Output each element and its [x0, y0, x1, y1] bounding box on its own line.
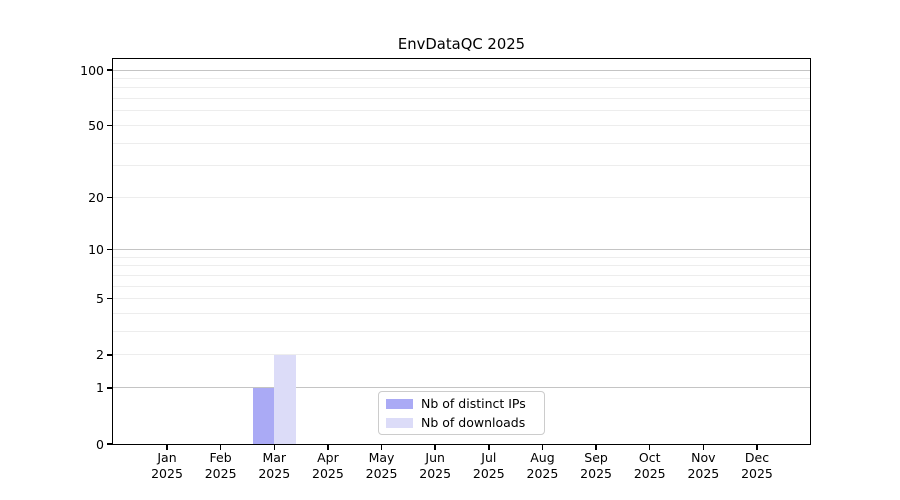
x-tick-mark: [327, 445, 329, 450]
gridline-minor: [113, 77, 810, 79]
x-tick-mark: [488, 445, 490, 450]
y-tick-mark: [107, 387, 112, 389]
gridline-minor: [113, 298, 810, 300]
x-tick-label-may: May 2025: [365, 450, 398, 481]
x-tick-label-jul: Jul 2025: [472, 450, 505, 481]
y-tick-mark: [107, 69, 112, 71]
x-tick-mark: [595, 445, 597, 450]
bar-nb-of-distinct-ips: [252, 387, 275, 444]
y-tick-label: 10: [88, 242, 104, 258]
x-tick-label-dec: Dec 2025: [741, 450, 773, 481]
gridline-minor: [113, 274, 810, 276]
gridline-major: [113, 69, 810, 71]
legend-label-nb-of-downloads: Nb of downloads: [421, 414, 526, 430]
legend-swatch-nb-of-distinct-ips: [386, 398, 413, 409]
x-tick-label-nov: Nov 2025: [687, 450, 720, 481]
x-tick-mark: [756, 445, 758, 450]
gridline-minor: [113, 331, 810, 333]
x-tick-mark: [649, 445, 651, 450]
gridline-minor: [113, 98, 810, 100]
gridline-major: [113, 387, 810, 389]
gridline-minor: [113, 265, 810, 267]
y-tick-mark: [107, 248, 112, 251]
y-tick-label: 100: [80, 62, 104, 78]
y-tick-mark: [107, 354, 112, 356]
legend-item-nb-of-downloads: Nb of downloads: [386, 415, 544, 431]
gridline-minor: [113, 285, 810, 287]
y-tick-label: 1: [96, 380, 104, 396]
gridline-minor: [113, 313, 810, 315]
gridline-major: [113, 249, 810, 251]
bar-nb-of-downloads: [274, 354, 296, 444]
x-tick-mark: [434, 445, 436, 450]
legend-label-nb-of-distinct-ips: Nb of distinct IPs: [421, 395, 526, 411]
x-tick-label-jun: Jun 2025: [419, 450, 452, 481]
y-tick-mark: [107, 124, 112, 127]
x-tick-label-mar: Mar 2025: [258, 450, 291, 481]
plot-area: [112, 58, 811, 445]
y-tick-label: 0: [96, 436, 104, 452]
legend-swatch-nb-of-downloads: [386, 417, 413, 428]
legend-item-nb-of-distinct-ips: Nb of distinct IPs: [386, 396, 544, 412]
x-tick-mark: [273, 445, 275, 450]
x-tick-label-sep: Sep 2025: [580, 450, 612, 481]
gridline-minor: [113, 256, 810, 258]
x-tick-mark: [166, 445, 168, 450]
gridline-minor: [113, 110, 810, 112]
y-tick-label: 50: [88, 117, 104, 133]
y-tick-label: 5: [96, 291, 104, 307]
gridline-minor: [113, 87, 810, 89]
gridline-minor: [113, 124, 810, 126]
x-tick-label-jan: Jan 2025: [151, 450, 183, 481]
x-tick-mark: [380, 445, 383, 450]
x-tick-label-oct: Oct 2025: [633, 450, 666, 481]
legend: Nb of distinct IPs Nb of downloads: [378, 391, 545, 435]
gridline-minor: [113, 142, 810, 144]
chart-title: EnvDataQC 2025: [397, 36, 526, 53]
y-tick-mark: [107, 298, 112, 300]
y-tick-mark: [107, 196, 112, 198]
y-tick-mark: [107, 443, 112, 445]
x-tick-mark: [541, 445, 544, 450]
gridline-minor: [113, 196, 810, 198]
y-tick-label: 20: [88, 189, 104, 205]
x-tick-mark: [702, 445, 705, 450]
gridline-minor: [113, 354, 810, 356]
x-tick-mark: [219, 445, 222, 450]
x-tick-label-feb: Feb 2025: [204, 450, 237, 481]
gridline-minor: [113, 165, 810, 167]
x-tick-label-aug: Aug 2025: [526, 450, 559, 481]
x-tick-label-apr: Apr 2025: [312, 450, 344, 481]
y-tick-label: 2: [96, 347, 104, 363]
